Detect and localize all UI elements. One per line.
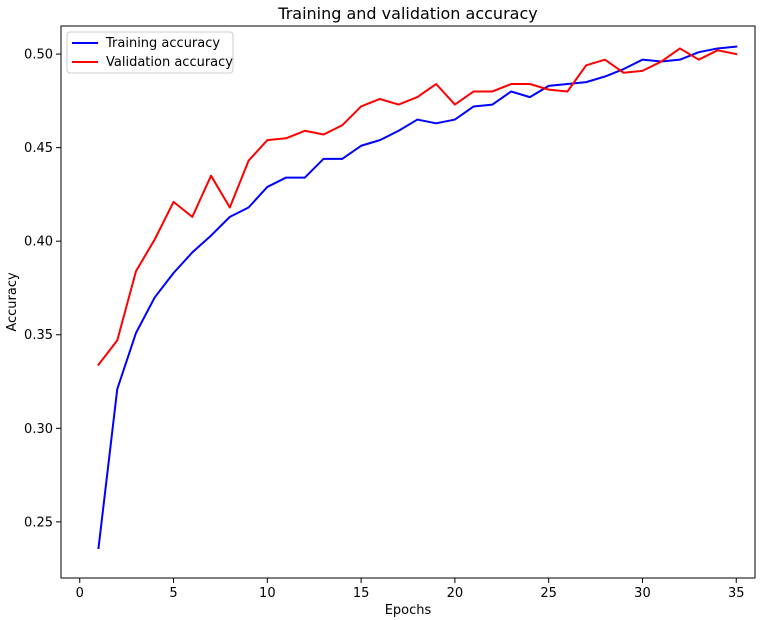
validation-accuracy-point (248, 160, 250, 162)
y-tick-label: 0.25 (24, 515, 53, 530)
series-layer (97, 45, 738, 550)
validation-accuracy-point (454, 104, 456, 106)
y-tick-label: 0.40 (24, 235, 53, 250)
validation-accuracy-point (623, 72, 625, 74)
validation-accuracy-point (323, 134, 325, 136)
y-tick-label: 0.35 (24, 328, 53, 343)
training-accuracy-point (323, 158, 325, 160)
x-axis: 0 5 10 15 20 25 30 35 (76, 578, 745, 601)
training-accuracy-point (266, 186, 268, 188)
training-accuracy-point (116, 388, 118, 390)
validation-accuracy-point (641, 70, 643, 72)
validation-accuracy-point (566, 90, 568, 92)
validation-accuracy-line (97, 47, 738, 367)
training-accuracy-point (529, 96, 531, 98)
validation-accuracy-point (398, 104, 400, 106)
training-accuracy-point (416, 119, 418, 121)
validation-accuracy-point (435, 83, 437, 85)
x-tick-label: 5 (169, 586, 177, 601)
validation-accuracy-point (473, 90, 475, 92)
training-accuracy-point (210, 235, 212, 237)
validation-accuracy-point (360, 105, 362, 107)
training-accuracy-point (154, 296, 156, 298)
training-accuracy-point (735, 46, 737, 48)
training-accuracy-point (623, 68, 625, 70)
validation-accuracy-point (510, 83, 512, 85)
validation-accuracy-point (548, 89, 550, 91)
validation-accuracy-point (266, 139, 268, 141)
validation-accuracy-point (379, 98, 381, 100)
training-accuracy-point (491, 104, 493, 106)
legend-label-validation: Validation accuracy (106, 55, 233, 70)
training-accuracy-point (304, 177, 306, 179)
training-accuracy-point (248, 207, 250, 209)
validation-accuracy-point (491, 90, 493, 92)
validation-accuracy-point (154, 238, 156, 240)
training-accuracy-point (716, 47, 718, 49)
x-tick-label: 35 (728, 586, 745, 601)
training-accuracy-point (341, 158, 343, 160)
validation-accuracy-point (529, 83, 531, 85)
training-accuracy-point (360, 145, 362, 147)
training-accuracy-point (98, 547, 100, 549)
training-accuracy-point (548, 85, 550, 87)
validation-accuracy-point (660, 61, 662, 63)
validation-accuracy-point (679, 47, 681, 49)
x-axis-label: Epochs (385, 603, 432, 618)
training-accuracy-point (229, 216, 231, 218)
training-accuracy-point (398, 130, 400, 132)
validation-accuracy-point (716, 49, 718, 51)
validation-accuracy-point (698, 59, 700, 61)
chart-title: Training and validation accuracy (277, 4, 537, 23)
training-accuracy-point (679, 59, 681, 61)
training-accuracy-point (698, 51, 700, 53)
validation-accuracy-point (585, 64, 587, 66)
x-tick-label: 0 (76, 586, 84, 601)
training-accuracy-point (641, 59, 643, 61)
plot-frame (60, 25, 756, 579)
legend: Training accuracy Validation accuracy (66, 31, 234, 74)
y-tick-label: 0.30 (24, 422, 53, 437)
validation-accuracy-point (735, 53, 737, 55)
plot-area: 0 5 10 15 20 25 30 35 0.25 0.30 0.35 0.40 0.45 0.50 (24, 25, 756, 601)
validation-accuracy-point (416, 96, 418, 98)
validation-accuracy-point (285, 137, 287, 139)
training-accuracy-point (454, 119, 456, 121)
training-accuracy-point (285, 177, 287, 179)
y-axis: 0.25 0.30 0.35 0.40 0.45 0.50 (24, 48, 61, 530)
validation-accuracy-point (304, 130, 306, 132)
legend-label-training: Training accuracy (105, 36, 220, 51)
validation-accuracy-point (210, 175, 212, 177)
validation-accuracy-point (191, 216, 193, 218)
training-accuracy-point (604, 76, 606, 78)
training-accuracy-line (97, 45, 738, 550)
training-accuracy-point (510, 90, 512, 92)
training-accuracy-point (173, 272, 175, 274)
validation-accuracy-point (116, 339, 118, 341)
x-tick-label: 20 (447, 586, 464, 601)
x-tick-label: 25 (540, 586, 557, 601)
training-accuracy-point (191, 251, 193, 253)
validation-accuracy-point (604, 59, 606, 61)
training-accuracy-point (566, 83, 568, 85)
training-accuracy-point (135, 332, 137, 334)
training-accuracy-point (435, 122, 437, 124)
training-accuracy-point (379, 139, 381, 141)
x-tick-label: 30 (634, 586, 651, 601)
legend-frame (66, 31, 234, 74)
validation-accuracy-point (98, 364, 100, 366)
validation-accuracy-point (173, 201, 175, 203)
training-accuracy-point (473, 105, 475, 107)
y-tick-label: 0.45 (24, 141, 53, 156)
training-accuracy-point (585, 81, 587, 83)
x-tick-label: 15 (353, 586, 370, 601)
y-axis-label: Accuracy (5, 272, 20, 332)
validation-accuracy-point (229, 207, 231, 209)
validation-accuracy-point (135, 270, 137, 272)
y-tick-label: 0.50 (24, 48, 53, 63)
validation-accuracy-point (341, 124, 343, 126)
x-tick-label: 10 (259, 586, 276, 601)
